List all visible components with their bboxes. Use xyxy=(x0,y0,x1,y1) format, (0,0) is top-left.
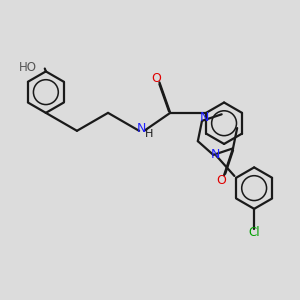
Text: O: O xyxy=(152,71,161,85)
Text: O: O xyxy=(216,174,226,187)
Text: HO: HO xyxy=(19,61,37,74)
Text: Cl: Cl xyxy=(248,226,260,239)
Text: N: N xyxy=(136,122,146,135)
Text: N: N xyxy=(200,112,209,124)
Text: N: N xyxy=(211,148,220,161)
Text: H: H xyxy=(145,129,153,139)
